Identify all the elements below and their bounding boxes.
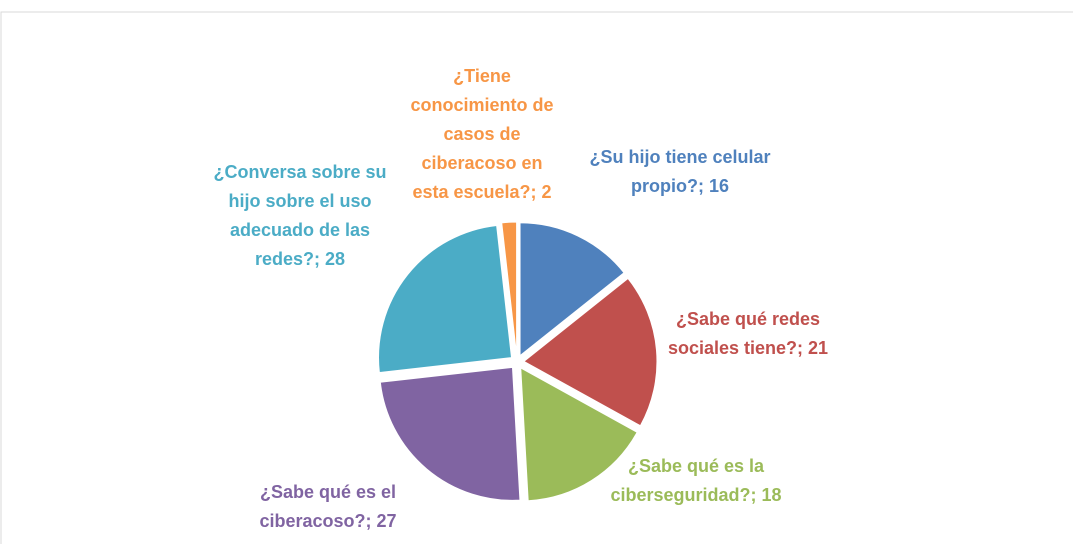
pie-slice (379, 366, 521, 501)
data-label: ¿Conversa sobre su hijo sobre el uso ade… (213, 162, 387, 269)
data-label: ¿Tiene conocimiento de casos de ciberaco… (410, 66, 554, 202)
data-label: ¿Sabe qué redes sociales tiene?; 21 (667, 309, 829, 358)
data-label: ¿Sabe qué es el ciberacoso?; 27 (259, 482, 397, 531)
pie-slice (378, 224, 513, 374)
pie-slice (501, 221, 518, 356)
chart-frame (0, 11, 1073, 544)
data-label: ¿Su hijo tiene celular propio?; 16 (589, 147, 771, 196)
pie-slice (520, 367, 638, 502)
pie-slice (523, 277, 658, 427)
data-label: ¿Sabe qué es la ciberseguridad?; 18 (610, 456, 782, 505)
pie-slice (519, 222, 625, 357)
